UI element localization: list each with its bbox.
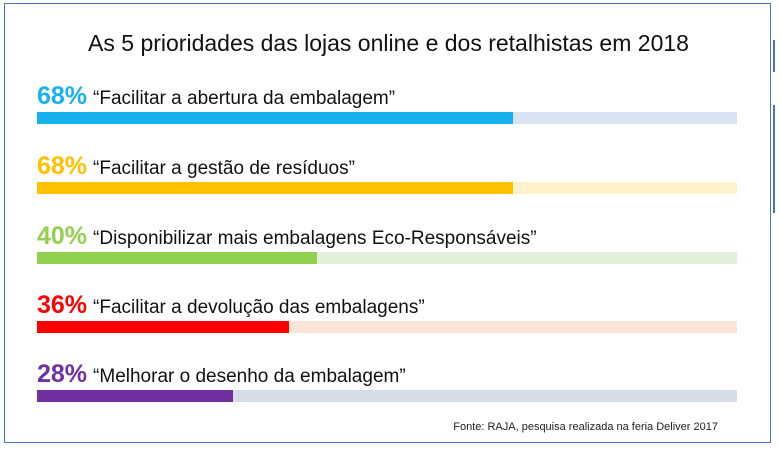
bar-percent-label: 68%: [37, 82, 88, 110]
bar-track: [37, 182, 737, 194]
bar-row-2: 68% “Facilitar a gestão de resíduos”: [37, 152, 737, 194]
bar-percent-label: 68%: [37, 152, 88, 180]
bar-row-5: 28% “Melhorar o desenho da embalagem”: [37, 360, 737, 402]
bar-label-line: 28% “Melhorar o desenho da embalagem”: [37, 360, 737, 388]
bar-category-label: “Melhorar o desenho da embalagem”: [93, 366, 406, 387]
bar-fill: [37, 112, 513, 124]
bar-fill: [37, 321, 289, 333]
bar-label-line: 68% “Facilitar a gestão de resíduos”: [37, 152, 737, 180]
frame-edge-mark-bottom: [773, 105, 775, 213]
bar-category-label: “Facilitar a abertura da embalagem”: [93, 88, 396, 109]
bar-track: [37, 390, 737, 402]
bar-row-3: 40% “Disponibilizar mais embalagens Eco-…: [37, 222, 737, 264]
bar-category-label: “Facilitar a gestão de resíduos”: [93, 158, 355, 179]
bar-row-4: 36% “Facilitar a devolução das embalagen…: [37, 291, 737, 333]
bar-percent-label: 36%: [37, 291, 88, 319]
bar-category-label: “Disponibilizar mais embalagens Eco-Resp…: [93, 228, 537, 249]
bar-track: [37, 112, 737, 124]
frame-edge-mark-top: [773, 40, 775, 72]
chart-frame: As 5 prioridades das lojas online e dos …: [4, 3, 771, 443]
bar-label-line: 40% “Disponibilizar mais embalagens Eco-…: [37, 222, 737, 250]
bar-fill: [37, 182, 513, 194]
bar-label-line: 68% “Facilitar a abertura da embalagem”: [37, 82, 737, 110]
chart-title: As 5 prioridades das lojas online e dos …: [88, 30, 689, 56]
chart-source-note: Fonte: RAJA, pesquisa realizada na feria…: [453, 421, 718, 433]
bar-row-1: 68% “Facilitar a abertura da embalagem”: [37, 82, 737, 124]
bar-track: [37, 252, 737, 264]
bar-track: [37, 321, 737, 333]
bar-category-label: “Facilitar a devolução das embalagens”: [93, 297, 425, 318]
bar-label-line: 36% “Facilitar a devolução das embalagen…: [37, 291, 737, 319]
bar-fill: [37, 252, 317, 264]
bar-percent-label: 28%: [37, 360, 88, 388]
bar-percent-label: 40%: [37, 222, 88, 250]
bar-fill: [37, 390, 233, 402]
